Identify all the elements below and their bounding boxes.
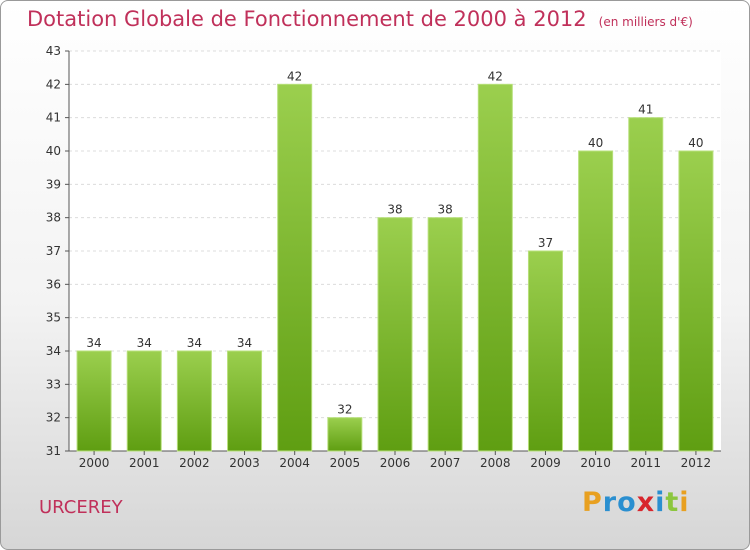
bar-value-label: 34 bbox=[86, 336, 101, 350]
logo-letter: o bbox=[617, 487, 637, 518]
x-tick-label: 2009 bbox=[530, 456, 561, 470]
chart-subtitle: (en milliers d'€) bbox=[598, 15, 693, 29]
bar bbox=[527, 250, 563, 452]
bar-value-label: 38 bbox=[438, 203, 453, 217]
logo-letter: P bbox=[582, 487, 603, 518]
x-tick-label: 2006 bbox=[380, 456, 411, 470]
bar bbox=[477, 83, 513, 452]
bar bbox=[227, 350, 263, 452]
y-tick-label: 37 bbox=[46, 244, 61, 258]
bar-value-label: 32 bbox=[337, 403, 352, 417]
bar bbox=[377, 217, 413, 452]
x-tick-label: 2004 bbox=[279, 456, 310, 470]
x-tick-label: 2008 bbox=[480, 456, 511, 470]
y-tick-label: 39 bbox=[46, 177, 61, 191]
x-tick-label: 2003 bbox=[229, 456, 260, 470]
y-tick-label: 35 bbox=[46, 311, 61, 325]
place-name: URCEREY bbox=[39, 497, 123, 518]
bar-value-label: 34 bbox=[137, 336, 152, 350]
bar bbox=[76, 350, 112, 452]
bar bbox=[277, 83, 313, 452]
y-tick-label: 32 bbox=[46, 411, 61, 425]
x-tick-label: 2001 bbox=[129, 456, 160, 470]
bar bbox=[327, 417, 363, 452]
y-tick-label: 31 bbox=[46, 444, 61, 458]
x-tick-label: 2007 bbox=[430, 456, 461, 470]
logo-letter: x bbox=[636, 487, 656, 518]
bar bbox=[427, 217, 463, 452]
logo-letter: r bbox=[602, 487, 618, 518]
bar-value-label: 37 bbox=[538, 236, 553, 250]
y-tick-label: 38 bbox=[46, 211, 61, 225]
bar bbox=[578, 150, 614, 452]
bar-value-label: 40 bbox=[688, 136, 703, 150]
bar-value-label: 34 bbox=[237, 336, 252, 350]
bar-value-label: 40 bbox=[588, 136, 603, 150]
bar-value-label: 42 bbox=[287, 69, 302, 83]
bar-value-label: 41 bbox=[638, 103, 653, 117]
logo-letter: t bbox=[665, 487, 680, 518]
bar-value-label: 42 bbox=[488, 69, 503, 83]
y-tick-label: 40 bbox=[46, 144, 61, 158]
bar bbox=[176, 350, 212, 452]
y-tick-label: 43 bbox=[46, 44, 61, 58]
bar bbox=[628, 117, 664, 452]
chart-title-text: Dotation Globale de Fonctionnement de 20… bbox=[27, 7, 587, 31]
logo-letter: i bbox=[679, 487, 690, 518]
bar bbox=[126, 350, 162, 452]
y-tick-label: 36 bbox=[46, 277, 61, 291]
x-tick-label: 2011 bbox=[630, 456, 661, 470]
logo-letter: i bbox=[655, 487, 666, 518]
chart-title: Dotation Globale de Fonctionnement de 20… bbox=[27, 7, 693, 31]
bar bbox=[678, 150, 714, 452]
x-tick-label: 2000 bbox=[79, 456, 110, 470]
x-tick-label: 2010 bbox=[580, 456, 611, 470]
x-tick-label: 2002 bbox=[179, 456, 210, 470]
bar-value-label: 34 bbox=[187, 336, 202, 350]
bar-value-label: 38 bbox=[387, 203, 402, 217]
x-tick-label: 2012 bbox=[681, 456, 712, 470]
proxiti-logo[interactable]: Proxiti bbox=[582, 487, 690, 518]
x-tick-label: 2005 bbox=[330, 456, 361, 470]
y-tick-label: 42 bbox=[46, 77, 61, 91]
y-tick-label: 34 bbox=[46, 344, 61, 358]
y-tick-label: 33 bbox=[46, 377, 61, 391]
y-tick-label: 41 bbox=[46, 111, 61, 125]
